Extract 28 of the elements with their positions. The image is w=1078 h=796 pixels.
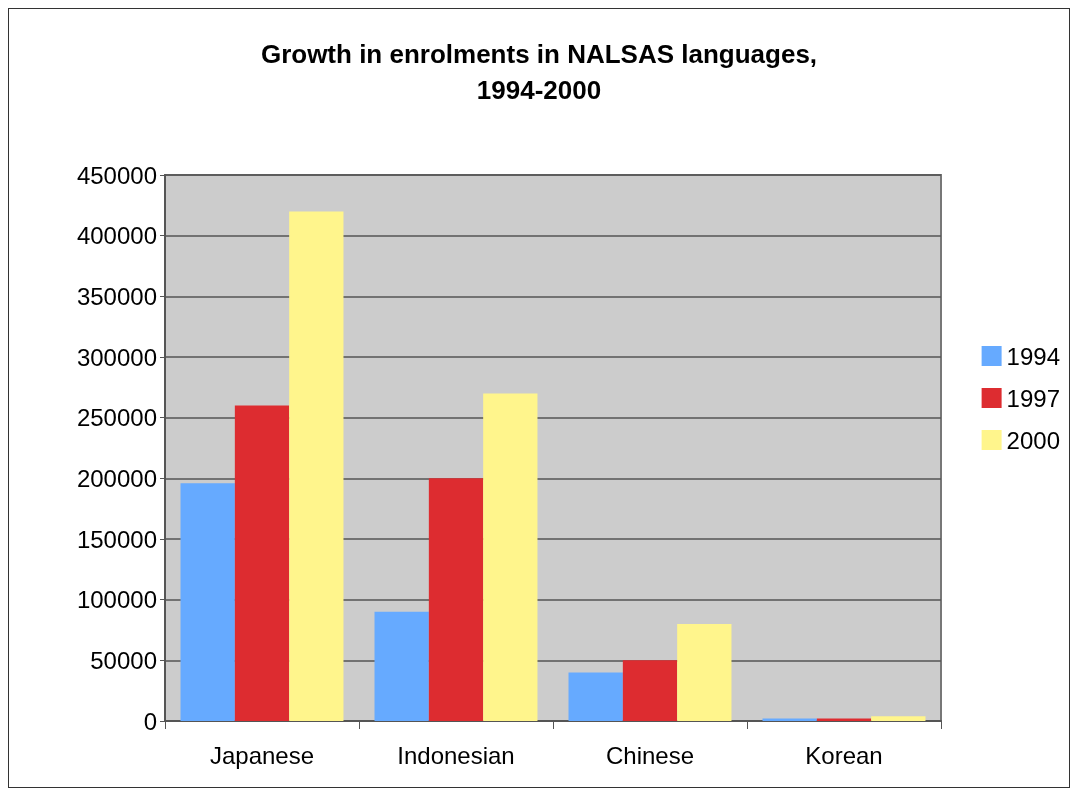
y-tick-label: 300000 (76, 343, 157, 371)
y-tick-label: 50000 (90, 646, 157, 674)
y-tick-label: 0 (143, 707, 157, 735)
bar (622, 660, 678, 721)
y-tick-label: 100000 (76, 586, 157, 614)
x-tick-label: Korean (805, 741, 883, 769)
x-tick-label: Chinese (605, 741, 695, 769)
bar (428, 478, 484, 721)
y-tick-label: 250000 (76, 404, 157, 432)
y-tick-label: 450000 (76, 161, 157, 189)
bar (871, 716, 926, 721)
bar (483, 393, 538, 721)
bar (180, 483, 235, 721)
legend-label: 2000 (1006, 426, 1060, 454)
x-tick-label: Indonesian (397, 741, 515, 769)
y-tick-label: 150000 (76, 525, 157, 553)
legend-label: 1997 (1006, 384, 1060, 412)
x-tick-label: Japanese (209, 741, 315, 769)
bar (374, 611, 429, 721)
legend-label: 1994 (1006, 342, 1060, 370)
y-tick-label: 200000 (76, 464, 157, 492)
bar (289, 211, 344, 721)
bar (677, 623, 732, 721)
y-tick-label: 400000 (76, 222, 157, 250)
y-tick-label: 350000 (76, 282, 157, 310)
chart-title: Growth in enrolments in NALSAS languages, 1994-2000 (260, 39, 818, 105)
bar (568, 672, 623, 721)
bar (234, 405, 290, 721)
